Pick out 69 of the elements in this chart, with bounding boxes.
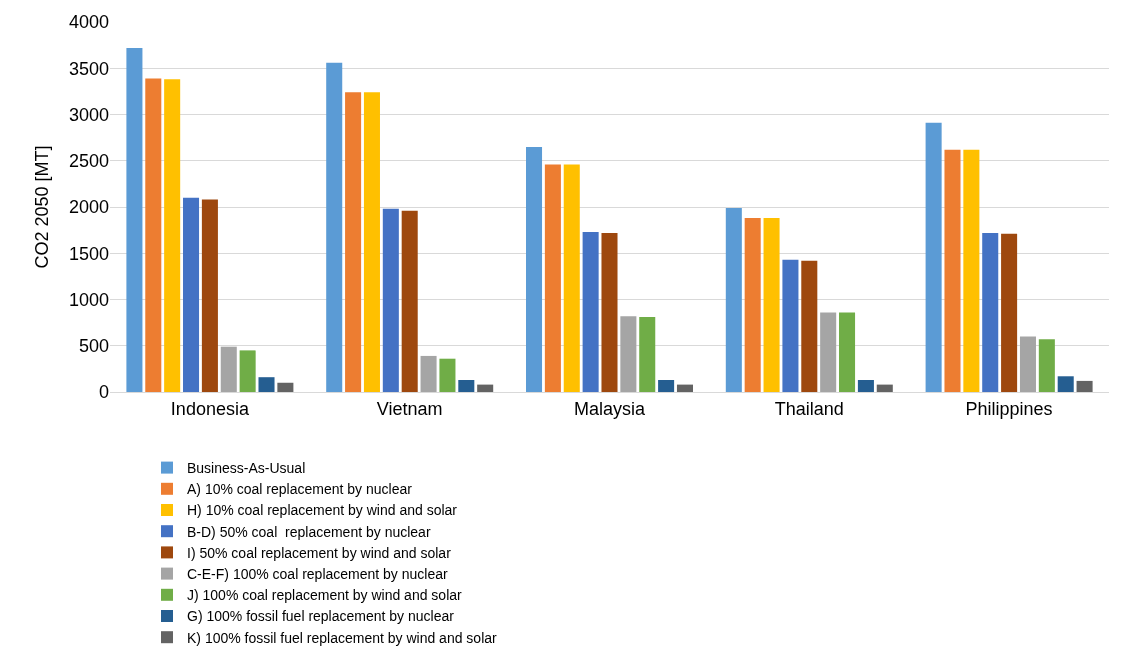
x-tick-label: Thailand bbox=[774, 398, 844, 419]
bar bbox=[582, 231, 599, 392]
legend-label: C-E-F) 100% coal replacement by nuclear bbox=[187, 566, 449, 583]
bar bbox=[744, 218, 761, 392]
y-tick-label: 2500 bbox=[68, 151, 109, 172]
x-tick-label: Vietnam bbox=[376, 398, 443, 419]
bar bbox=[1057, 376, 1074, 392]
bar bbox=[658, 379, 675, 392]
bar bbox=[601, 232, 618, 392]
y-tick-label: 4000 bbox=[68, 12, 109, 33]
bar bbox=[1038, 339, 1055, 392]
bar bbox=[164, 79, 181, 392]
legend-label: A) 10% coal replacement by nuclear bbox=[187, 481, 413, 498]
legend-label: H) 10% coal replacement by wind and solar bbox=[187, 502, 458, 519]
bar bbox=[944, 149, 961, 392]
legend-label: Business-As-Usual bbox=[187, 460, 306, 477]
bar bbox=[326, 62, 343, 392]
y-tick-label: 3000 bbox=[68, 104, 109, 125]
bar bbox=[126, 47, 143, 392]
y-tick-label: 500 bbox=[78, 336, 109, 357]
bar bbox=[857, 379, 874, 392]
bar bbox=[1001, 233, 1018, 392]
legend-label: J) 100% coal replacement by wind and solar bbox=[187, 587, 463, 604]
bar bbox=[258, 377, 275, 392]
legend-label: I) 50% coal replacement by wind and solar bbox=[187, 544, 452, 561]
bar bbox=[763, 218, 780, 392]
bar bbox=[439, 358, 456, 392]
bar bbox=[420, 355, 437, 392]
bar bbox=[782, 259, 799, 392]
bar bbox=[676, 384, 693, 392]
x-tick-label: Indonesia bbox=[170, 398, 250, 419]
bar bbox=[183, 197, 200, 392]
x-tick-label: Malaysia bbox=[573, 398, 646, 419]
bar bbox=[345, 92, 362, 392]
bar bbox=[458, 379, 475, 392]
bar bbox=[820, 312, 837, 392]
legend-label: B-D) 50% coal replacement by nuclear bbox=[187, 523, 431, 540]
bar bbox=[725, 207, 742, 392]
bar bbox=[544, 164, 561, 392]
bar bbox=[982, 232, 999, 392]
y-tick-label: 2000 bbox=[68, 197, 109, 218]
bar bbox=[963, 149, 980, 392]
y-tick-label: 3500 bbox=[68, 58, 109, 79]
bar bbox=[382, 208, 399, 392]
bar bbox=[201, 199, 218, 392]
bar bbox=[801, 260, 818, 392]
bar bbox=[239, 350, 256, 392]
bar bbox=[563, 164, 580, 392]
bar bbox=[220, 346, 237, 392]
bar bbox=[401, 210, 418, 392]
bar bbox=[1019, 336, 1036, 392]
y-tick-label: 1000 bbox=[68, 289, 109, 310]
y-tick-label: 0 bbox=[98, 382, 109, 403]
x-tick-label: Philippines bbox=[965, 398, 1053, 419]
bar bbox=[1076, 380, 1093, 392]
bar bbox=[145, 78, 162, 392]
bar bbox=[363, 92, 380, 392]
bar bbox=[925, 122, 942, 392]
bar bbox=[620, 316, 637, 392]
bar bbox=[477, 384, 494, 392]
bar bbox=[876, 384, 893, 392]
bar bbox=[277, 382, 294, 392]
y-axis-title: CO2 2050 [MT] bbox=[32, 145, 53, 269]
bar bbox=[526, 146, 543, 392]
bar bbox=[839, 312, 856, 392]
legend-label: K) 100% fossil fuel replacement by wind and solar bbox=[187, 629, 498, 646]
legend-label: G) 100% fossil fuel replacement by nuclear bbox=[187, 608, 455, 625]
y-tick-label: 1500 bbox=[68, 243, 109, 264]
bar bbox=[639, 317, 656, 392]
